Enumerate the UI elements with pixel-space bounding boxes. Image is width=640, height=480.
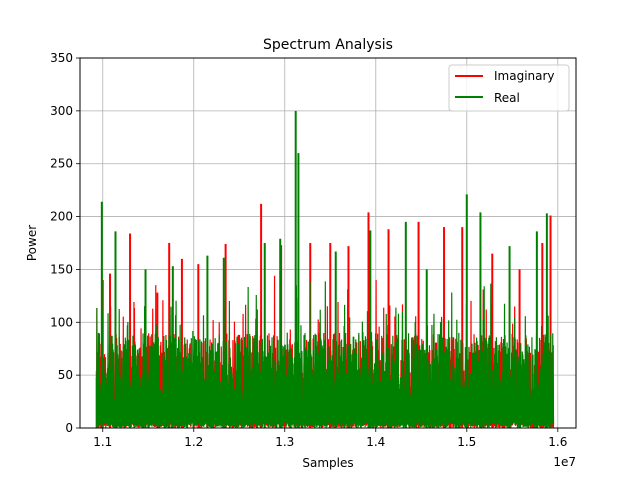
x-axis-offset-label: 1e7 — [553, 455, 576, 469]
y-tick-label: 250 — [50, 157, 73, 171]
x-tick-label: 1.4 — [366, 435, 385, 449]
legend: Imaginary Real — [448, 64, 570, 112]
y-tick-label: 100 — [50, 315, 73, 329]
x-tick-label: 1.3 — [275, 435, 294, 449]
y-tick-label: 300 — [50, 104, 73, 118]
x-tick-label: 1.2 — [184, 435, 203, 449]
x-axis-label: Samples — [302, 456, 353, 470]
y-tick-label: 200 — [50, 210, 73, 224]
chart-title: Spectrum Analysis — [263, 37, 393, 53]
x-tick-label: 1.5 — [457, 435, 476, 449]
y-tick-label: 150 — [50, 262, 73, 276]
series-lines — [95, 110, 555, 429]
plot-frame — [79, 57, 577, 429]
axis-ticks: 1.1 1.2 1.3 1.4 1.5 1.6 0 50 100 150 200 250 300 350 — [50, 51, 567, 449]
legend-label-real: Real — [494, 91, 520, 105]
x-tick-label: 1.6 — [548, 435, 567, 449]
x-tick-label: 1.1 — [93, 435, 112, 449]
y-tick-label: 50 — [58, 368, 73, 382]
y-axis-label: Power — [25, 225, 39, 261]
legend-label-imaginary: Imaginary — [494, 69, 555, 83]
y-tick-label: 350 — [50, 51, 73, 65]
y-tick-label: 0 — [65, 421, 73, 435]
